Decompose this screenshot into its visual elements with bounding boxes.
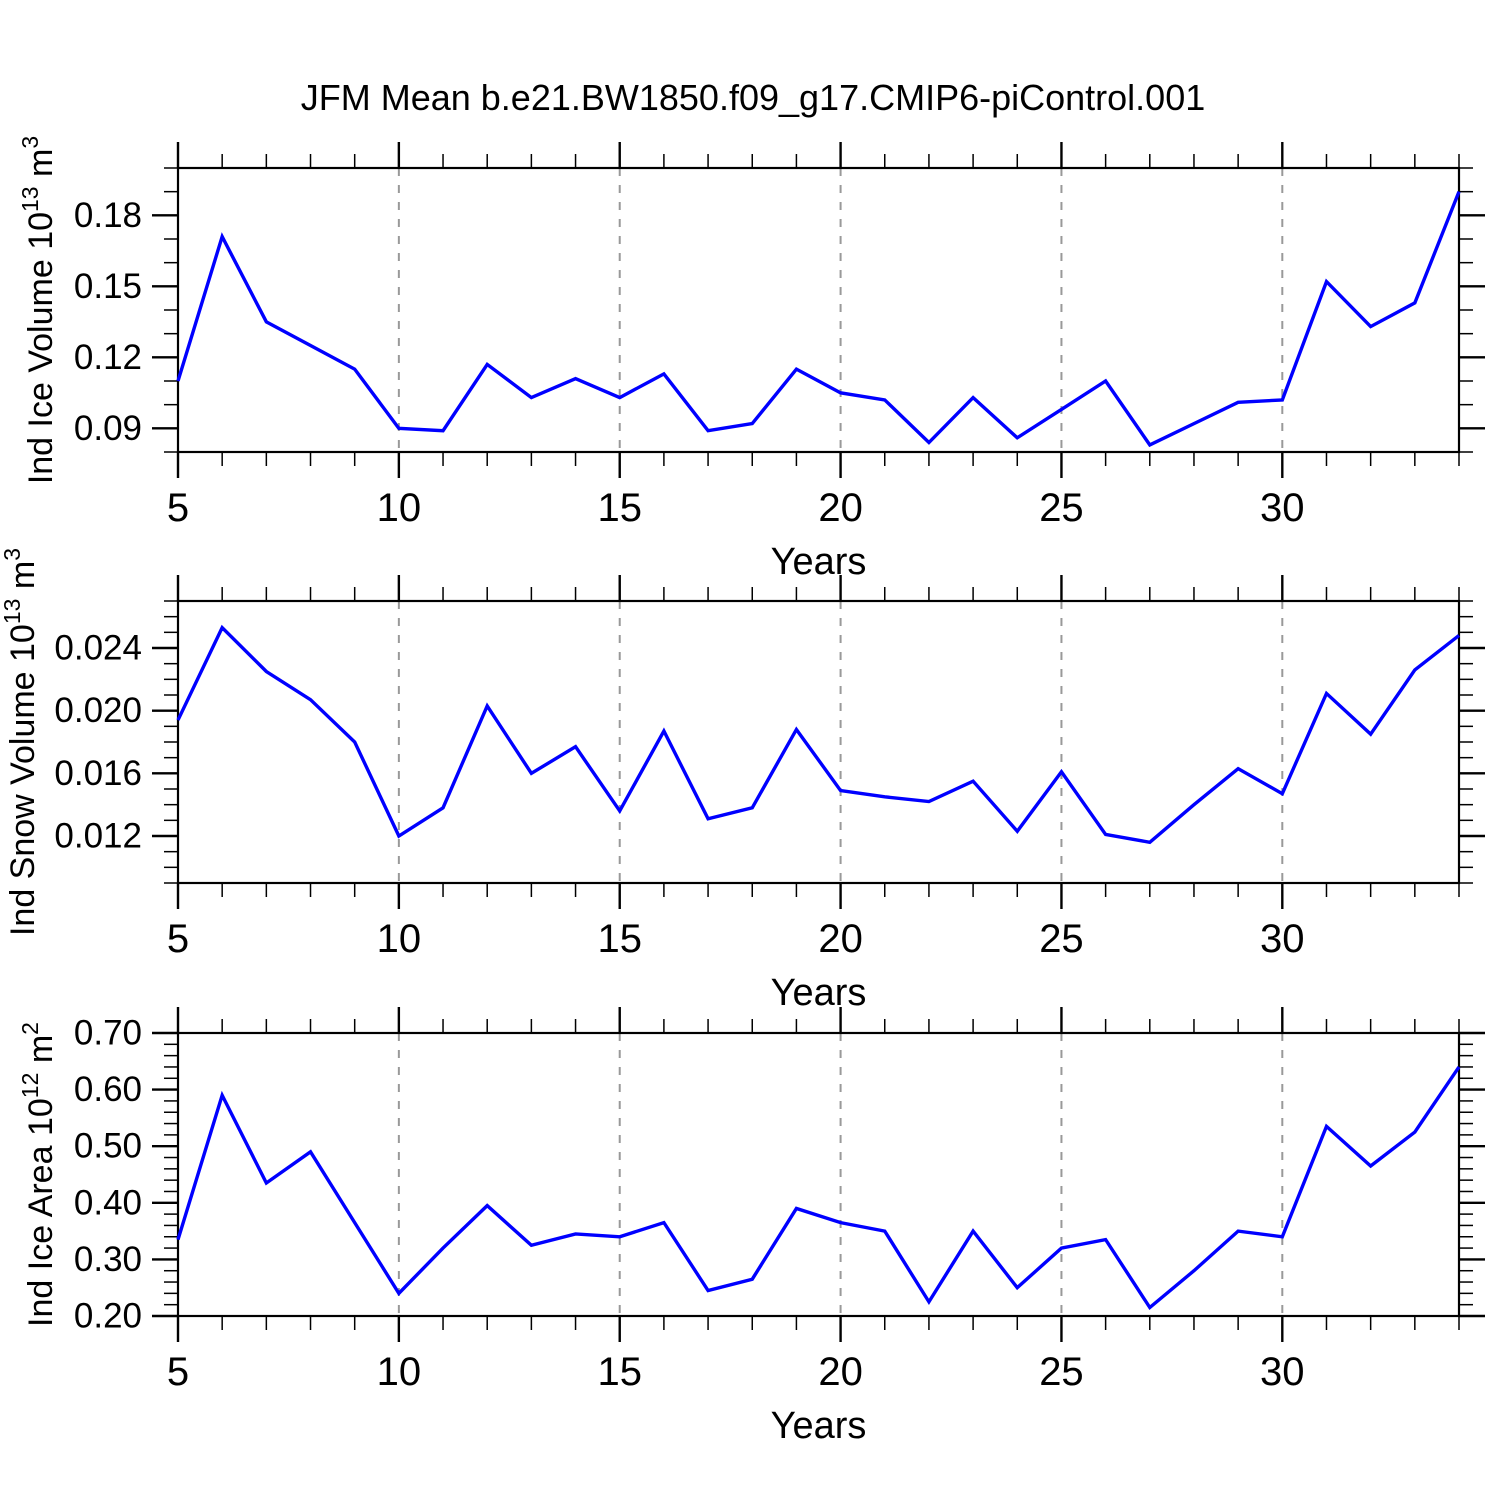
- x-tick-label: 10: [377, 1350, 422, 1394]
- x-tick-label: 5: [167, 486, 189, 530]
- y-axis-title-superscript: 13: [0, 599, 25, 625]
- x-tick-label: 5: [167, 1350, 189, 1394]
- y-axis-title-text: Ind Ice Area 10: [22, 1098, 60, 1327]
- x-tick-label: 15: [597, 486, 642, 530]
- ice-area-line: [176, 1066, 1461, 1311]
- y-tick-label: 0.016: [54, 754, 142, 793]
- plot-ice-area: 5 10 15 20 25 30 0.20 0.30 0.40 0.50 0.60 0.70 Years…: [17, 1007, 1485, 1447]
- x-tick-label: 20: [818, 917, 863, 961]
- y-axis-title: Ind Ice Volume 1013 m3: [17, 136, 60, 484]
- plot-snow-volume: 5 10 15 20 25 30 0.012 0.016 0.020 0.024 Years Ind …: [0, 548, 1485, 1014]
- y-tick-label: 0.09: [74, 409, 142, 448]
- y-tick-label: 0.15: [74, 267, 142, 306]
- y-axis-title-text: Ind Ice Volume 10: [22, 212, 60, 484]
- y-tick-label: 0.60: [74, 1070, 142, 1109]
- x-tick-label: 10: [377, 917, 422, 961]
- y-axis-title-superscript: 2: [17, 1022, 43, 1035]
- y-axis-title-superscript: 12: [17, 1073, 43, 1099]
- y-axis-title-text: m: [22, 149, 60, 187]
- x-tick-label: 15: [597, 917, 642, 961]
- x-tick-label: 20: [818, 486, 863, 530]
- snow-volume-line: [176, 624, 1461, 845]
- x-tick-label: 5: [167, 917, 189, 961]
- x-axis-title: Years: [771, 1405, 867, 1447]
- plot-frame: [176, 1031, 1461, 1318]
- x-tick-label: 20: [818, 1350, 863, 1394]
- x-tick-label: 30: [1260, 486, 1305, 530]
- y-axis-title-text: m: [4, 561, 42, 599]
- y-tick-label: 0.20: [74, 1297, 142, 1336]
- y-tick-label: 0.12: [74, 338, 142, 377]
- y-axis-title-text: m: [22, 1035, 60, 1073]
- x-tick-label: 30: [1260, 1350, 1305, 1394]
- y-tick-label: 0.024: [54, 629, 142, 668]
- plot-frame: [176, 599, 1461, 885]
- y-axis-title: Ind Snow Volume 1013 m3: [0, 548, 42, 936]
- x-tick-label: 25: [1039, 486, 1084, 530]
- y-tick-label: 0.70: [74, 1014, 142, 1053]
- x-tick-label: 30: [1260, 917, 1305, 961]
- y-tick-label: 0.30: [74, 1240, 142, 1279]
- plot-frame: [176, 166, 1461, 454]
- x-tick-label: 15: [597, 1350, 642, 1394]
- y-axis-title: Ind Ice Area 1012 m2: [17, 1022, 60, 1327]
- y-axis-title-superscript: 13: [17, 186, 43, 212]
- x-axis-title: Years: [771, 972, 867, 1014]
- y-axis-title-superscript: 3: [0, 548, 25, 561]
- y-axis-title-superscript: 3: [17, 136, 43, 149]
- ice-volume-line: [176, 191, 1461, 448]
- y-tick-label: 0.020: [54, 691, 142, 730]
- y-axis-title-text: Ind Snow Volume 10: [4, 624, 42, 936]
- y-tick-label: 0.012: [54, 817, 142, 856]
- y-tick-label: 0.18: [74, 196, 142, 235]
- y-tick-label: 0.50: [74, 1127, 142, 1166]
- x-axis-title: Years: [771, 541, 867, 583]
- figure-title: JFM Mean b.e21.BW1850.f09_g17.CMIP6-piCo…: [301, 77, 1205, 118]
- x-tick-label: 25: [1039, 917, 1084, 961]
- y-tick-label: 0.40: [74, 1183, 142, 1222]
- x-tick-label: 25: [1039, 1350, 1084, 1394]
- plot-ice-volume: 5 10 15 20 25 30 0.09 0.12 0.15 0.18 Years Ind Ice …: [17, 136, 1485, 583]
- x-tick-label: 10: [377, 486, 422, 530]
